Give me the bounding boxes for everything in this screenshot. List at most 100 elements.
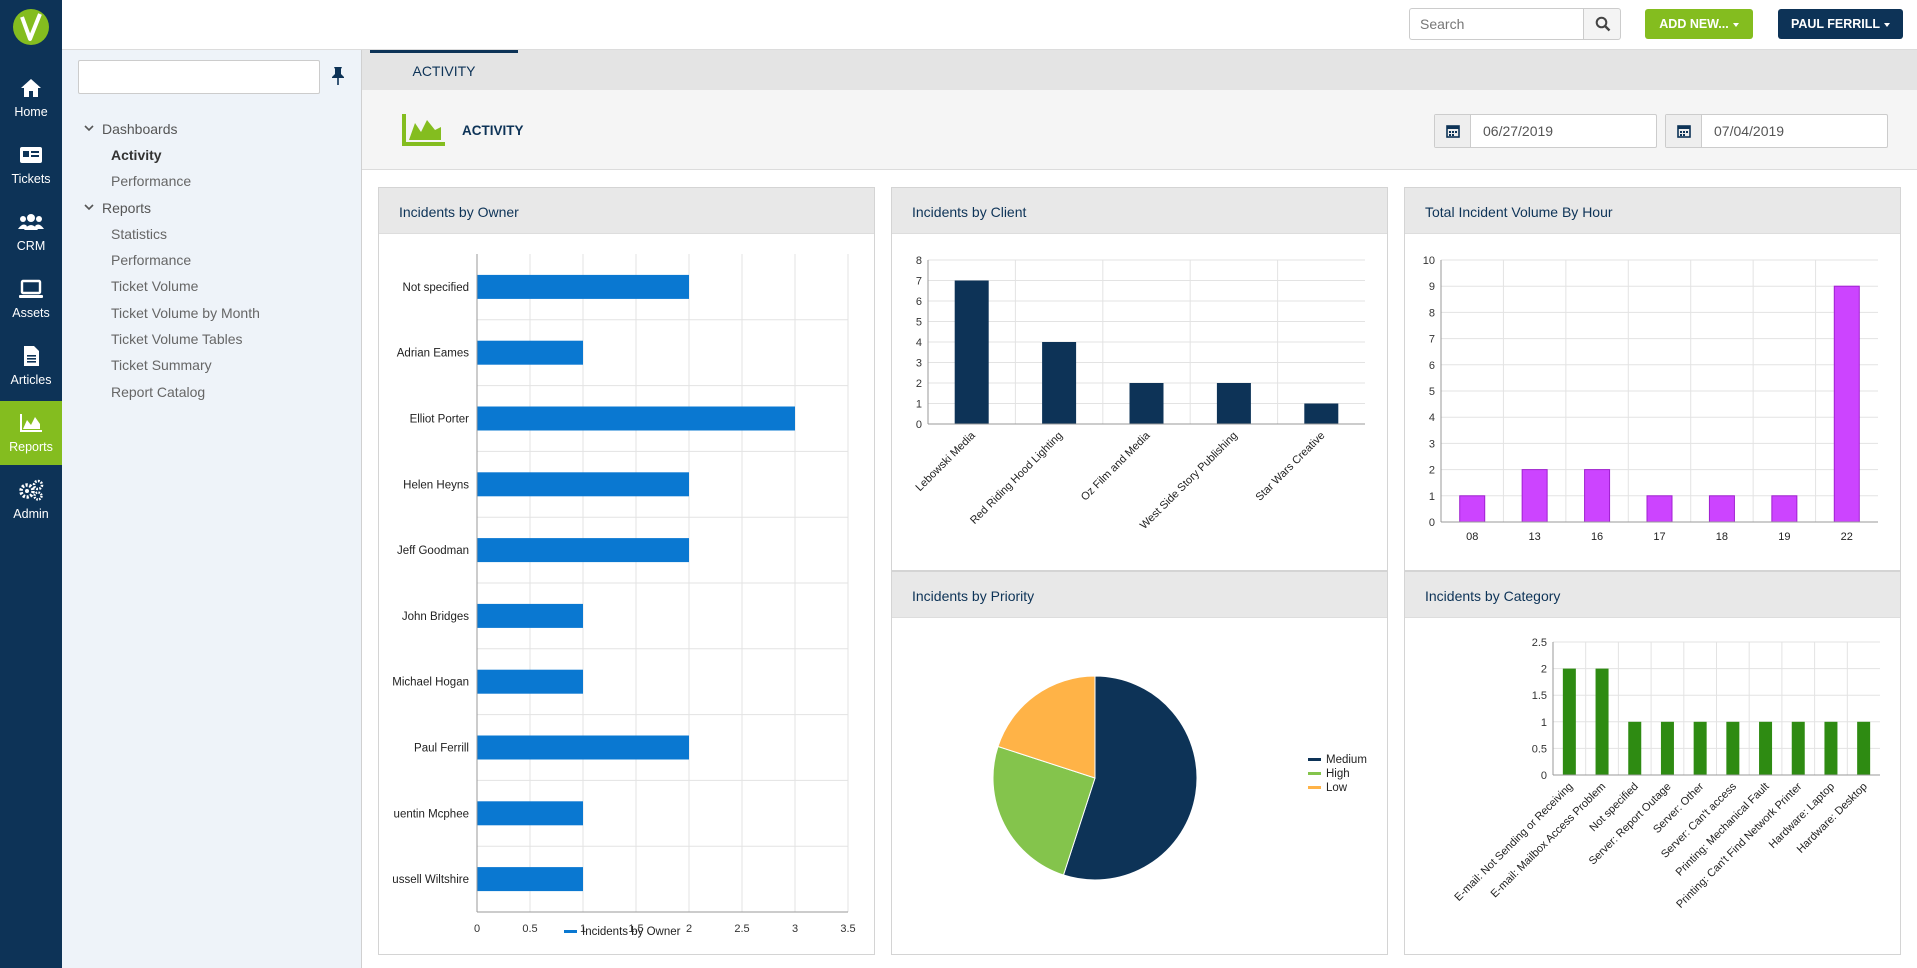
owner-bar xyxy=(477,340,583,365)
owner-bar xyxy=(477,735,689,760)
caret-down-icon xyxy=(1732,22,1739,27)
y-tick-label: 1.5 xyxy=(1532,690,1547,702)
nav-label: Admin xyxy=(13,507,49,521)
chart-bar xyxy=(1129,383,1164,424)
app-logo[interactable] xyxy=(12,8,50,48)
owner-bar xyxy=(477,472,689,497)
y-tick-label: 0 xyxy=(1541,770,1547,782)
search-input[interactable] xyxy=(1409,8,1586,40)
y-tick-label: 2 xyxy=(1429,465,1435,477)
y-category-label: Paul Ferrill xyxy=(414,743,469,755)
add-new-label: ADD NEW... xyxy=(1659,17,1729,31)
owner-bar xyxy=(477,867,583,892)
pie-slice xyxy=(1062,675,1198,881)
tree-item-ticket-volume-tables[interactable]: Ticket Volume Tables xyxy=(111,331,243,347)
x-tick-label: 1 xyxy=(580,923,586,935)
tree-item-report-performance[interactable]: Performance xyxy=(111,252,192,268)
sidebar-filter-input[interactable] xyxy=(78,60,320,94)
y-tick-label: 0 xyxy=(916,419,922,431)
left-nav: Home Tickets CRM Assets Articles Reports… xyxy=(0,0,62,968)
x-category-label: 17 xyxy=(1653,531,1665,543)
owner-bar xyxy=(477,801,583,826)
y-tick-label: 2 xyxy=(1541,664,1547,676)
calendar-button[interactable] xyxy=(1435,115,1471,147)
tree-group-label: Reports xyxy=(102,200,152,216)
y-tick-label: 9 xyxy=(1429,281,1435,293)
chevron-down-icon xyxy=(84,204,94,211)
tree-item-statistics[interactable]: Statistics xyxy=(111,226,168,242)
nav-label: Reports xyxy=(9,440,53,454)
y-tick-label: 6 xyxy=(1429,360,1435,372)
legend-swatch xyxy=(564,930,577,933)
user-menu-button[interactable]: PAUL FERRILL xyxy=(1778,9,1903,39)
date-to-field[interactable]: 07/04/2019 xyxy=(1665,114,1888,148)
chart-bar xyxy=(1304,403,1339,424)
tree-item-dashboard-performance[interactable]: Performance xyxy=(111,173,192,189)
nav-item-admin[interactable]: Admin xyxy=(0,468,62,532)
legend-swatch xyxy=(1308,758,1321,761)
card-incidents-by-priority: Incidents by Priority Medium High Low xyxy=(891,571,1388,955)
users-icon xyxy=(18,214,44,230)
y-tick-label: 5 xyxy=(916,317,922,329)
y-tick-label: 7 xyxy=(916,276,922,288)
chart-bar xyxy=(1693,721,1707,775)
y-category-label: Helen Heyns xyxy=(403,479,469,491)
y-tick-label: 4 xyxy=(916,337,922,349)
nav-item-tickets[interactable]: Tickets xyxy=(0,133,62,197)
main-area: ACTIVITY ACTIVITY 06/27/2019 07/04/2019 … xyxy=(362,50,1917,968)
tree-item-ticket-volume-by-month[interactable]: Ticket Volume by Month xyxy=(111,305,260,321)
tree-item-ticket-volume[interactable]: Ticket Volume xyxy=(111,278,199,294)
card-volume-by-hour: Total Incident Volume By Hour 0 1 2 3 4 5 6 7 8 9… xyxy=(1404,187,1901,571)
y-tick-label: 6 xyxy=(916,296,922,308)
card-title: Incidents by Owner xyxy=(399,204,519,220)
pie-slice xyxy=(992,745,1096,876)
calendar-icon xyxy=(1446,125,1460,138)
search-button[interactable] xyxy=(1583,8,1621,40)
legend-label: High xyxy=(1326,768,1350,780)
add-new-button[interactable]: ADD NEW... xyxy=(1645,9,1753,39)
tab-activity[interactable]: ACTIVITY xyxy=(370,50,518,90)
nav-item-crm[interactable]: CRM xyxy=(0,200,62,264)
card-incidents-by-owner: Incidents by Owner 0 0.5 1 1.5 2 2.5 3 3.5 Not s… xyxy=(378,187,875,955)
search-icon xyxy=(1595,16,1611,32)
nav-item-reports[interactable]: Reports xyxy=(0,401,62,465)
date-from-field[interactable]: 06/27/2019 xyxy=(1434,114,1657,148)
user-name: PAUL FERRILL xyxy=(1790,17,1881,31)
category-bar-chart: 0 0.5 1 1.5 2 2.5 E-mail: Not Sending or Recei… xyxy=(1452,637,1880,911)
calendar-icon xyxy=(1677,125,1691,138)
legend-label: Low xyxy=(1326,782,1348,794)
y-tick-label: 2.5 xyxy=(1532,637,1547,649)
y-tick-label: 1 xyxy=(1429,491,1435,503)
x-tick-label: 2.5 xyxy=(734,923,749,935)
tree-item-ticket-summary[interactable]: Ticket Summary xyxy=(111,357,212,373)
x-category-label: 13 xyxy=(1529,531,1541,543)
x-category-label: Oz Film and Media xyxy=(1079,429,1153,503)
pin-icon[interactable] xyxy=(330,66,346,86)
y-tick-label: 2 xyxy=(916,378,922,390)
nav-item-assets[interactable]: Assets xyxy=(0,267,62,331)
x-category-label: 22 xyxy=(1841,531,1853,543)
y-category-label: Michael Hogan xyxy=(393,677,469,689)
x-category-label: Red Riding Hood Lighting xyxy=(968,430,1065,527)
owner-bar xyxy=(477,274,689,299)
nav-label: Assets xyxy=(12,306,50,320)
tree-group-reports[interactable]: Reports xyxy=(84,200,151,216)
chart-bar xyxy=(1771,495,1798,523)
nav-label: Articles xyxy=(10,373,52,387)
owner-bar xyxy=(477,669,583,694)
side-panel: Dashboards Activity Performance Reports … xyxy=(62,50,362,968)
tree-item-activity[interactable]: Activity xyxy=(111,147,162,163)
y-category-label: John Bridges xyxy=(402,611,469,623)
legend-label: Incidents by Owner xyxy=(582,926,681,938)
nav-item-articles[interactable]: Articles xyxy=(0,334,62,398)
y-tick-label: 8 xyxy=(916,255,922,267)
nav-item-home[interactable]: Home xyxy=(0,66,62,130)
gears-icon xyxy=(19,479,44,501)
priority-pie-chart: Medium High Low xyxy=(992,675,1367,881)
x-tick-label: 2 xyxy=(686,923,692,935)
chart-bar xyxy=(1660,721,1674,775)
tree-item-report-catalog[interactable]: Report Catalog xyxy=(111,384,206,400)
calendar-button[interactable] xyxy=(1666,115,1702,147)
legend-swatch xyxy=(1308,786,1321,789)
tree-group-dashboards[interactable]: Dashboards xyxy=(84,121,178,137)
